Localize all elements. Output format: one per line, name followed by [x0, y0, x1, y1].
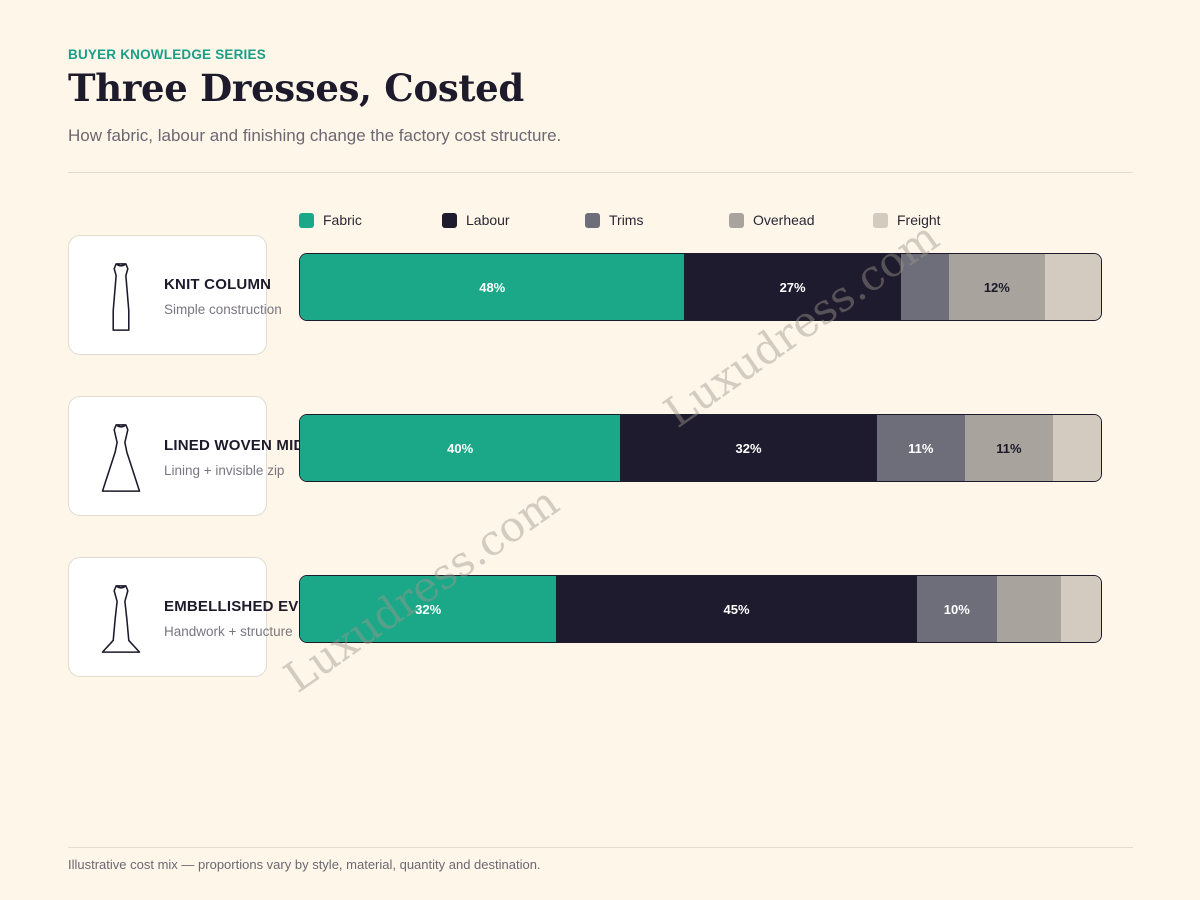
data-label: 45% [723, 601, 750, 617]
chart-row: EMBELLISHED EVENING Handwork + structure 3… [0, 557, 1200, 679]
legend-item-trims: Trims [585, 212, 643, 228]
bar-segment-labour: 27% [684, 254, 901, 320]
legend-item-freight: Freight [873, 212, 941, 228]
stacked-bar: 32% 45% 10% [299, 575, 1102, 643]
legend-label: Trims [609, 212, 644, 228]
legend-label: Overhead [753, 212, 815, 228]
bar-segment-fabric: 48% [300, 254, 685, 320]
dress-card [68, 396, 267, 516]
footnote: Illustrative cost mix — proportions vary… [68, 857, 541, 872]
bar-segment-trims: 11% [876, 415, 965, 481]
data-label: 27% [779, 279, 806, 295]
legend-label: Freight [897, 212, 941, 228]
legend-swatch [729, 212, 744, 228]
bar-segment-trims: 10% [916, 576, 997, 642]
bar-segment-labour: 45% [556, 576, 917, 642]
data-label: 11% [908, 440, 934, 456]
data-label: 48% [479, 279, 506, 295]
dress-name: KNIT COLUMN [164, 276, 272, 293]
legend: Fabric Labour Trims Overhead Freight [299, 212, 1099, 232]
bar-segment-overhead: 11% [964, 415, 1053, 481]
kicker: BUYER KNOWLEDGE SERIES [68, 47, 266, 62]
legend-item-labour: Labour [442, 212, 510, 228]
dress-description: Simple construction [164, 302, 282, 317]
bar-segment-fabric: 32% [300, 576, 557, 642]
chart-row: LINED WOVEN MIDI Lining + invisible zip 40… [0, 396, 1200, 518]
legend-label: Labour [466, 212, 510, 228]
stacked-bar: 40% 32% 11% 11% [299, 414, 1102, 482]
legend-swatch [299, 212, 314, 228]
bar-segment-freight [1044, 254, 1101, 320]
legend-swatch [873, 212, 888, 228]
bar-segment-labour: 32% [620, 415, 877, 481]
legend-item-overhead: Overhead [729, 212, 814, 228]
legend-item-fabric: Fabric [299, 212, 362, 228]
gown-dress-icon [101, 585, 141, 653]
legend-label: Fabric [323, 212, 362, 228]
dress-description: Lining + invisible zip [164, 463, 285, 478]
data-label: 10% [943, 601, 970, 617]
subtitle: How fabric, labour and finishing change … [68, 126, 562, 145]
bar-segment-trims [900, 254, 949, 320]
dress-description: Handwork + structure [164, 624, 293, 639]
page-title: Three Dresses, Costed [68, 66, 524, 110]
data-label: 12% [983, 279, 1010, 295]
column-dress-icon [112, 263, 130, 331]
legend-swatch [442, 212, 457, 228]
bar-segment-freight [1060, 576, 1101, 642]
bottom-divider [68, 847, 1133, 848]
chart-row: KNIT COLUMN Simple construction 48% 27% 12% [0, 235, 1200, 357]
a-line-dress-icon [101, 424, 141, 492]
legend-swatch [585, 212, 600, 228]
bar-segment-overhead [996, 576, 1061, 642]
bar-segment-fabric: 40% [300, 415, 621, 481]
dress-name: LINED WOVEN MIDI [164, 437, 309, 454]
bar-segment-overhead: 12% [948, 254, 1045, 320]
data-label: 40% [447, 440, 474, 456]
top-divider [68, 172, 1133, 173]
bar-segment-freight [1052, 415, 1101, 481]
data-label: 11% [996, 440, 1022, 456]
stacked-bar: 48% 27% 12% [299, 253, 1102, 321]
dress-card [68, 235, 267, 355]
dress-card [68, 557, 267, 677]
data-label: 32% [735, 440, 762, 456]
data-label: 32% [415, 601, 442, 617]
